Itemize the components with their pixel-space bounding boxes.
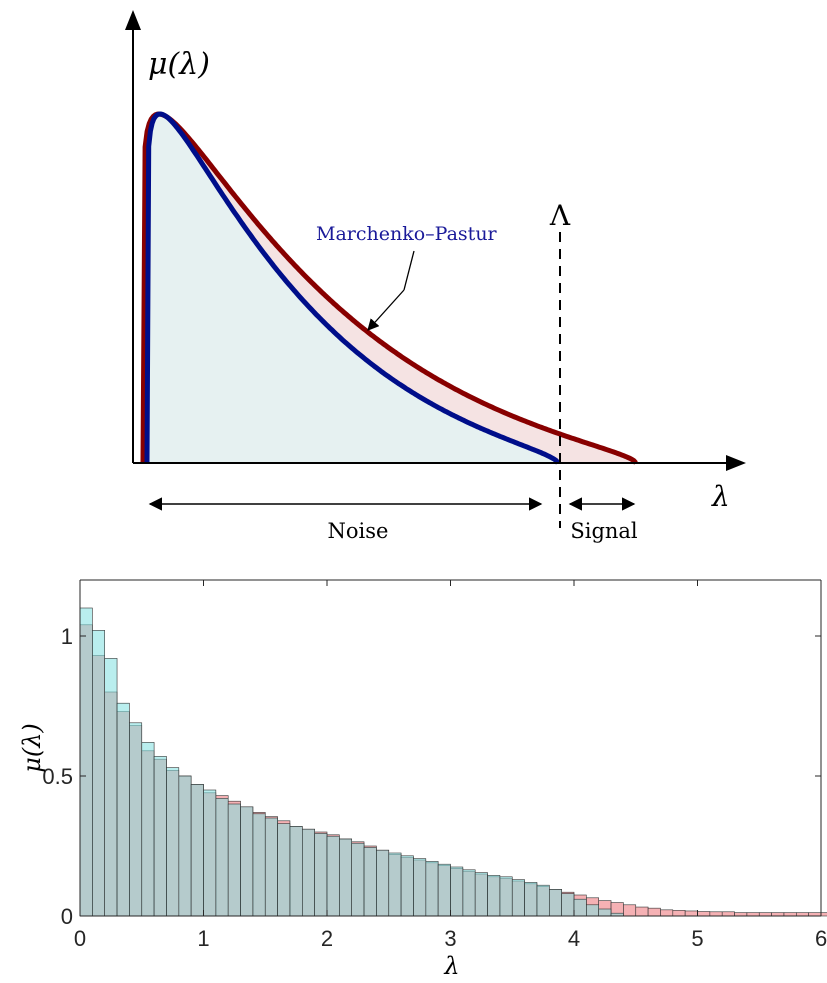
- histogram-bar: [820, 912, 827, 917]
- histogram-bar: [647, 907, 661, 917]
- histogram-bar: [474, 872, 488, 917]
- histogram-bar: [758, 912, 772, 917]
- histogram-bar: [795, 912, 809, 917]
- histogram-bar: [734, 912, 748, 917]
- histogram-bar: [227, 803, 241, 917]
- histogram-bar: [623, 904, 637, 917]
- histogram-bar: [153, 756, 167, 917]
- x-ticks: 0 1 2 3 4 5 6: [74, 580, 827, 951]
- histogram-bar: [499, 876, 513, 917]
- histogram-bar: [314, 833, 328, 917]
- histogram-bar: [524, 882, 538, 917]
- y-tick-label: 1: [61, 624, 73, 649]
- x-axis-arrow: [726, 455, 746, 471]
- empirical-density-curve: [140, 111, 638, 465]
- histogram-bar: [709, 911, 723, 917]
- histogram-bar: [462, 869, 476, 917]
- histogram-bar: [536, 884, 550, 917]
- histogram-bar: [511, 879, 525, 917]
- noise-label: Noise: [328, 519, 389, 543]
- x-tick-label: 6: [815, 926, 827, 951]
- y-axis-arrow: [125, 10, 141, 30]
- x-tick-label: 2: [321, 926, 333, 951]
- histogram-bar: [215, 798, 229, 917]
- histogram-bar: [450, 866, 464, 917]
- histogram-bar: [561, 893, 575, 917]
- histogram-bar: [79, 607, 93, 917]
- x-tick-label: 4: [568, 926, 580, 951]
- y-tick-label: 0.5: [42, 764, 73, 789]
- histogram-bar: [363, 847, 377, 917]
- marchenko-pastur-fill: [147, 114, 558, 463]
- histogram-bar: [548, 889, 562, 917]
- schematic-chart: Λ μ(λ) λ Marchenko–Pastur Noise Signal: [125, 10, 746, 543]
- histogram-bar: [252, 813, 266, 917]
- histogram-bar: [400, 855, 414, 917]
- y-ticks: 00.51: [42, 624, 821, 929]
- annotation-arrow: [367, 289, 405, 331]
- annotation-leader: [403, 250, 415, 291]
- signal-label: Signal: [570, 519, 638, 543]
- histogram-bar: [672, 910, 686, 917]
- histogram-bar: [104, 658, 118, 917]
- histogram-bar: [203, 789, 217, 917]
- histogram-bar: [635, 906, 649, 917]
- marchenko-pastur-annotation: Marchenko–Pastur: [316, 223, 498, 245]
- histogram-bar: [240, 806, 254, 917]
- histogram-bar: [437, 863, 451, 917]
- histogram-bar: [771, 912, 785, 917]
- histogram-bar: [660, 909, 674, 917]
- histogram-bar: [339, 838, 353, 917]
- x-tick-label: 1: [197, 926, 209, 951]
- histogram-bar: [376, 849, 390, 917]
- y-tick-label: 0: [61, 904, 73, 929]
- histogram-bar: [487, 875, 501, 917]
- histogram-bar: [598, 908, 612, 917]
- x-axis-label: λ: [711, 480, 730, 513]
- histogram-bar: [351, 842, 365, 917]
- histogram-bar: [326, 835, 340, 917]
- histogram-bar: [277, 823, 291, 917]
- histogram-bar: [141, 742, 155, 917]
- histogram-bar: [301, 828, 315, 917]
- histogram-bar: [697, 911, 711, 917]
- histogram-bar: [388, 852, 402, 917]
- histogram-bar: [116, 702, 130, 917]
- histogram-bar: [425, 861, 439, 917]
- histogram-bar: [264, 817, 278, 917]
- histogram-bar: [289, 826, 303, 917]
- histogram-bar: [573, 898, 587, 917]
- histogram-bar: [721, 911, 735, 917]
- histogram-bar: [178, 775, 192, 917]
- histogram-bar: [586, 904, 599, 917]
- histogram-bar: [92, 630, 105, 917]
- histogram-bar: [808, 912, 822, 917]
- histogram-bar: [746, 912, 760, 917]
- threshold-label: Λ: [549, 199, 571, 232]
- histogram-bar: [190, 784, 204, 917]
- histogram-bar: [413, 858, 427, 917]
- marchenko-pastur-curve: [144, 111, 561, 465]
- x-tick-label: 3: [444, 926, 456, 951]
- x-tick-label: 5: [691, 926, 703, 951]
- histogram-bar: [129, 722, 143, 917]
- histogram-bar: [684, 910, 698, 917]
- y-axis-label: μ(λ): [148, 47, 210, 82]
- histogram-bar: [166, 767, 180, 917]
- hist-x-axis-label: λ: [443, 952, 459, 980]
- histogram-bar: [783, 912, 797, 917]
- series-cyan-bars: [79, 607, 624, 917]
- x-tick-label: 0: [74, 926, 86, 951]
- hist-y-axis-label: μ(λ): [18, 723, 46, 773]
